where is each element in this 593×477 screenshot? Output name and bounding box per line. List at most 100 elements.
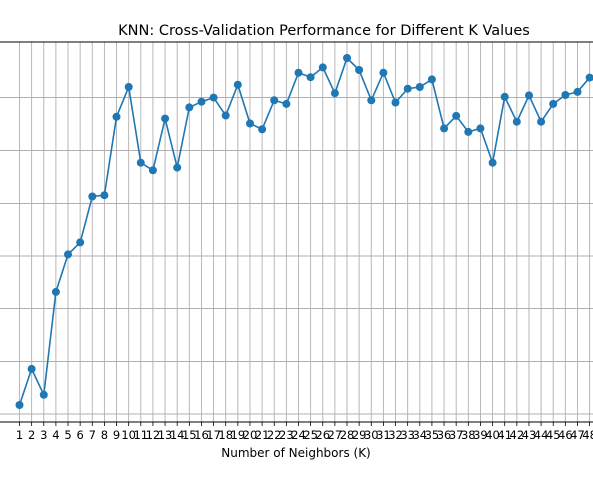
x-tick-label: 36: [437, 428, 452, 442]
axes: [0, 41, 593, 426]
data-point: [100, 191, 109, 200]
x-tick-label: 33: [400, 428, 415, 442]
x-tick-label: 3: [40, 428, 47, 442]
x-tick-label: 45: [546, 428, 561, 442]
data-point: [112, 112, 121, 121]
x-tick-label: 14: [170, 428, 185, 442]
data-point: [39, 390, 48, 399]
x-tick-label: 42: [510, 428, 525, 442]
data-point: [282, 99, 291, 108]
x-tick-label: 4: [52, 428, 59, 442]
x-tick-label: 11: [133, 428, 148, 442]
x-tick-label: 47: [570, 428, 585, 442]
data-point: [440, 124, 449, 133]
data-point: [136, 158, 145, 167]
data-point: [161, 114, 170, 123]
x-tick-label: 18: [218, 428, 233, 442]
series-knn-score: [15, 54, 593, 409]
x-tick-label: 10: [121, 428, 136, 442]
x-tick-label: 25: [303, 428, 318, 442]
data-point: [185, 103, 194, 112]
x-tick-label: 29: [352, 428, 367, 442]
x-tick-label: 8: [101, 428, 108, 442]
data-point: [537, 117, 546, 126]
x-tick-label: 44: [534, 428, 549, 442]
x-tick-label: 22: [267, 428, 282, 442]
x-tick-label: 43: [522, 428, 537, 442]
data-point: [233, 80, 242, 89]
x-tick-label: 48: [582, 428, 593, 442]
data-point: [573, 87, 582, 96]
data-point: [197, 97, 206, 106]
x-tick-label: 46: [558, 428, 573, 442]
x-tick-label: 39: [473, 428, 488, 442]
data-point: [318, 63, 327, 72]
data-point: [500, 92, 509, 101]
data-point: [427, 75, 436, 84]
x-tick-label: 17: [206, 428, 221, 442]
data-point: [512, 117, 521, 126]
x-tick-label: 37: [449, 428, 464, 442]
data-point: [209, 93, 218, 102]
data-point: [488, 158, 497, 167]
x-tick-label: 12: [146, 428, 161, 442]
x-tick-labels: 1 2 3 4 5 6 7 8 9 1011121314151617181920212223242…: [16, 428, 593, 442]
data-point: [124, 83, 133, 91]
x-tick-label: 6: [76, 428, 83, 442]
data-point: [246, 119, 254, 128]
data-point: [258, 125, 267, 134]
x-tick-label: 38: [461, 428, 476, 442]
x-tick-label: 35: [425, 428, 440, 442]
x-tick-label: 15: [182, 428, 197, 442]
data-point: [476, 124, 485, 133]
x-tick-label: 24: [291, 428, 306, 442]
chart-title: KNN: Cross-Validation Performance for Di…: [118, 23, 530, 39]
x-tick-label: 9: [113, 428, 120, 442]
x-tick-label: 26: [315, 428, 330, 442]
data-point: [148, 166, 157, 175]
x-tick-label: 41: [497, 428, 512, 442]
data-point: [379, 68, 388, 77]
data-point: [64, 250, 72, 259]
data-point: [391, 98, 400, 107]
x-tick-label: 40: [485, 428, 500, 442]
x-tick-label: 28: [340, 428, 355, 442]
x-tick-label: 13: [158, 428, 173, 442]
grid: [0, 42, 593, 422]
data-point: [549, 99, 558, 108]
data-point: [367, 96, 376, 105]
data-point: [561, 91, 570, 99]
x-tick-label: 1: [16, 428, 23, 442]
data-point: [76, 238, 85, 247]
data-point: [15, 401, 24, 409]
data-point: [330, 89, 339, 98]
data-point: [270, 96, 279, 105]
data-point: [294, 68, 303, 77]
data-point: [452, 111, 461, 120]
x-tick-label: 16: [194, 428, 209, 442]
x-tick-label: 19: [231, 428, 246, 442]
x-tick-label: 27: [328, 428, 343, 442]
data-point: [415, 83, 424, 91]
data-point: [88, 192, 97, 201]
x-tick-label: 30: [364, 428, 379, 442]
x-tick-label: 7: [89, 428, 96, 442]
x-tick-label: 23: [279, 428, 294, 442]
x-tick-label: 2: [28, 428, 35, 442]
series-line: [18, 56, 593, 406]
x-tick-label: 20: [243, 428, 258, 442]
x-tick-label: 32: [388, 428, 403, 442]
data-point: [525, 91, 533, 100]
x-tick-label: 34: [412, 428, 427, 442]
data-point: [51, 287, 60, 296]
data-point: [306, 73, 315, 82]
x-tick-label: 21: [255, 428, 270, 442]
data-point: [343, 54, 351, 62]
x-axis-label: Number of Neighbors (K): [221, 446, 371, 460]
data-point: [403, 84, 412, 93]
x-tick-label: 31: [376, 428, 391, 442]
data-point: [221, 111, 230, 120]
data-point: [27, 364, 36, 373]
data-point: [355, 66, 364, 74]
